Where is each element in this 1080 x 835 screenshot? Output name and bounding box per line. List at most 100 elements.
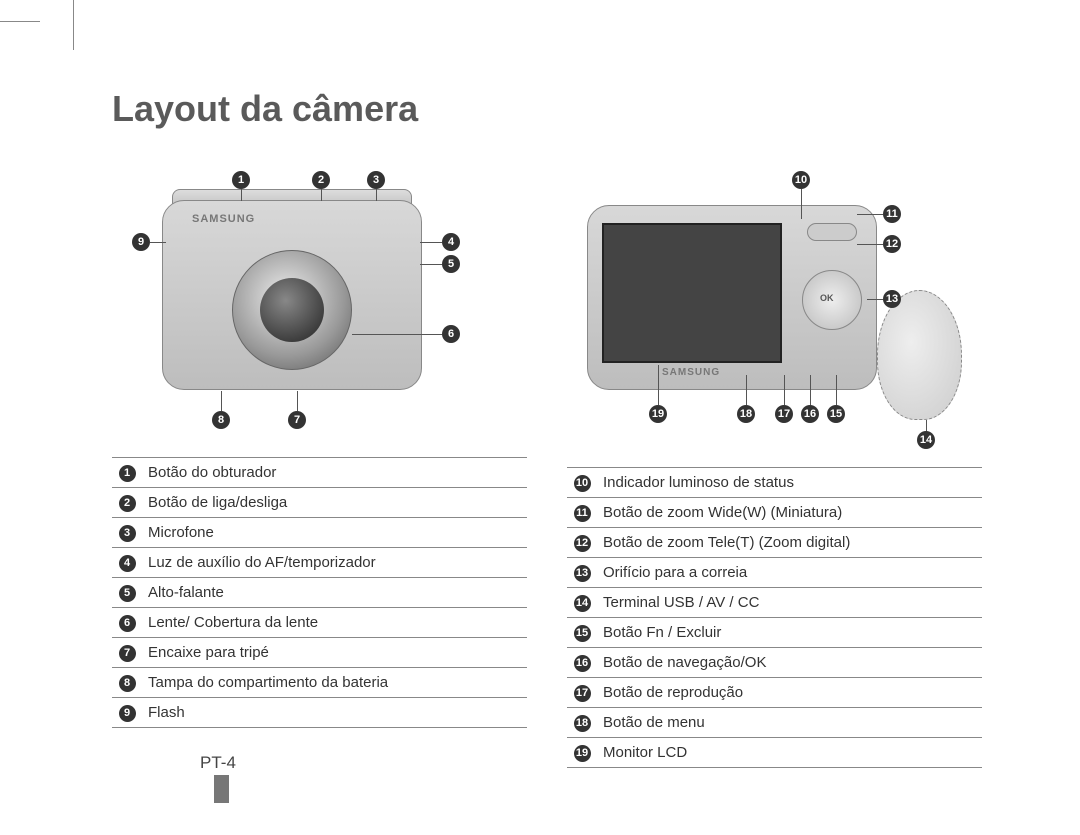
callout-19: 19 bbox=[649, 405, 667, 423]
camera-front-figure: SAMSUNG 123456789 bbox=[112, 165, 527, 445]
legend-number-cell: 8 bbox=[112, 668, 142, 698]
legend-label: Tampa do compartimento da bateria bbox=[142, 668, 527, 698]
callout-6: 6 bbox=[442, 325, 460, 343]
legend-number-circle: 1 bbox=[119, 465, 136, 482]
legend-row: 13Orifício para a correia bbox=[567, 558, 982, 588]
legend-number-circle: 12 bbox=[574, 535, 591, 552]
lead-line bbox=[784, 375, 785, 405]
camera-back-figure: OK SAMSUNG 10111213141516171819 bbox=[567, 165, 982, 455]
legend-row: 17 Botão de reprodução bbox=[567, 678, 982, 708]
legend-row: 5 Alto-falante bbox=[112, 578, 527, 608]
legend-row: 1 Botão do obturador bbox=[112, 458, 527, 488]
lcd-screen bbox=[602, 223, 782, 363]
legend-row: 14Terminal USB / AV / CC bbox=[567, 588, 982, 618]
legend-label: Botão do obturador bbox=[142, 458, 527, 488]
legend-number-cell: 4 bbox=[112, 548, 142, 578]
legend-row: 18Botão de menu bbox=[567, 708, 982, 738]
lead-line bbox=[241, 189, 242, 201]
lead-line bbox=[150, 242, 166, 243]
callout-4: 4 bbox=[442, 233, 460, 251]
legend-number-circle: 18 bbox=[574, 715, 591, 732]
zoom-buttons bbox=[807, 223, 857, 241]
legend-number-circle: 10 bbox=[574, 475, 591, 492]
legend-number-cell: 6 bbox=[112, 608, 142, 638]
brand-logo-back: SAMSUNG bbox=[662, 367, 720, 378]
legend-row: 10 Indicador luminoso de status bbox=[567, 468, 982, 498]
legend-number-cell: 19 bbox=[567, 738, 597, 768]
callout-5: 5 bbox=[442, 255, 460, 273]
legend-number-circle: 3 bbox=[119, 525, 136, 542]
callout-17: 17 bbox=[775, 405, 793, 423]
callout-1: 1 bbox=[232, 171, 250, 189]
legend-number-cell: 14 bbox=[567, 588, 597, 618]
legend-row: 8 Tampa do compartimento da bateria bbox=[112, 668, 527, 698]
legend-label: Botão de zoom Tele(T) (Zoom digital) bbox=[597, 528, 982, 558]
right-column: OK SAMSUNG 10111213141516171819 10Indica… bbox=[567, 165, 982, 768]
callout-13: 13 bbox=[883, 290, 901, 308]
lead-line bbox=[857, 244, 883, 245]
callout-2: 2 bbox=[312, 171, 330, 189]
legend-number-circle: 19 bbox=[574, 745, 591, 762]
callout-12: 12 bbox=[883, 235, 901, 253]
callout-11: 11 bbox=[883, 205, 901, 223]
page-number: PT-4 bbox=[200, 753, 236, 773]
legend-label: Monitor LCD bbox=[597, 738, 982, 768]
legend-row: 15 Botão Fn / Excluir bbox=[567, 618, 982, 648]
callout-8: 8 bbox=[212, 411, 230, 429]
legend-table-right: 10Indicador luminoso de status11Botão de… bbox=[567, 467, 982, 768]
legend-label: Alto-falante bbox=[142, 578, 527, 608]
lead-line bbox=[420, 264, 442, 265]
legend-row: 16Botão de navegação/OK bbox=[567, 648, 982, 678]
legend-number-cell: 11 bbox=[567, 498, 597, 528]
lead-line bbox=[746, 375, 747, 405]
brand-logo-front: SAMSUNG bbox=[192, 213, 255, 225]
lead-line bbox=[857, 214, 883, 215]
legend-label: Lente/ Cobertura da lente bbox=[142, 608, 527, 638]
legend-number-cell: 9 bbox=[112, 698, 142, 728]
legend-number-cell: 17 bbox=[567, 678, 597, 708]
legend-label: Botão de liga/desliga bbox=[142, 488, 527, 518]
legend-label: Indicador luminoso de status bbox=[597, 468, 982, 498]
legend-number-cell: 7 bbox=[112, 638, 142, 668]
lead-line bbox=[376, 189, 377, 201]
legend-label: Flash bbox=[142, 698, 527, 728]
legend-row: 19 Monitor LCD bbox=[567, 738, 982, 768]
legend-number-circle: 8 bbox=[119, 675, 136, 692]
legend-label: Botão de reprodução bbox=[597, 678, 982, 708]
lead-line bbox=[867, 299, 883, 300]
callout-10: 10 bbox=[792, 171, 810, 189]
legend-number-circle: 9 bbox=[119, 705, 136, 722]
legend-number-cell: 1 bbox=[112, 458, 142, 488]
lead-line bbox=[658, 365, 659, 405]
legend-number-circle: 7 bbox=[119, 645, 136, 662]
callout-3: 3 bbox=[367, 171, 385, 189]
legend-row: 12 Botão de zoom Tele(T) (Zoom digital) bbox=[567, 528, 982, 558]
lead-line bbox=[221, 391, 222, 411]
callout-16: 16 bbox=[801, 405, 819, 423]
legend-row: 4Luz de auxílio do AF/temporizador bbox=[112, 548, 527, 578]
legend-number-cell: 10 bbox=[567, 468, 597, 498]
content-columns: SAMSUNG 12 3 4 5 6 7 8 9 1 Botão do obturador 2 Bo… bbox=[112, 165, 982, 768]
top-crop-vrule bbox=[73, 0, 74, 50]
legend-number-cell: 18 bbox=[567, 708, 597, 738]
camera-lens-inner bbox=[260, 278, 324, 342]
callout-14: 14 bbox=[917, 431, 935, 449]
legend-row: 11Botão de zoom Wide(W) (Miniatura) bbox=[567, 498, 982, 528]
legend-label: Botão de zoom Wide(W) (Miniatura) bbox=[597, 498, 982, 528]
lead-line bbox=[810, 375, 811, 405]
legend-number-cell: 16 bbox=[567, 648, 597, 678]
callout-9: 9 bbox=[132, 233, 150, 251]
legend-number-circle: 17 bbox=[574, 685, 591, 702]
legend-label: Encaixe para tripé bbox=[142, 638, 527, 668]
legend-table-left: 1Botão do obturador2Botão de liga/deslig… bbox=[112, 457, 527, 728]
legend-number-circle: 16 bbox=[574, 655, 591, 672]
legend-row: 7 Encaixe para tripé bbox=[112, 638, 527, 668]
legend-number-circle: 15 bbox=[574, 625, 591, 642]
legend-number-circle: 5 bbox=[119, 585, 136, 602]
lead-line bbox=[352, 334, 442, 335]
legend-number-cell: 3 bbox=[112, 518, 142, 548]
legend-number-circle: 14 bbox=[574, 595, 591, 612]
legend-label: Botão Fn / Excluir bbox=[597, 618, 982, 648]
page-number-bar bbox=[214, 775, 229, 803]
strap-detail-inset bbox=[877, 290, 962, 420]
